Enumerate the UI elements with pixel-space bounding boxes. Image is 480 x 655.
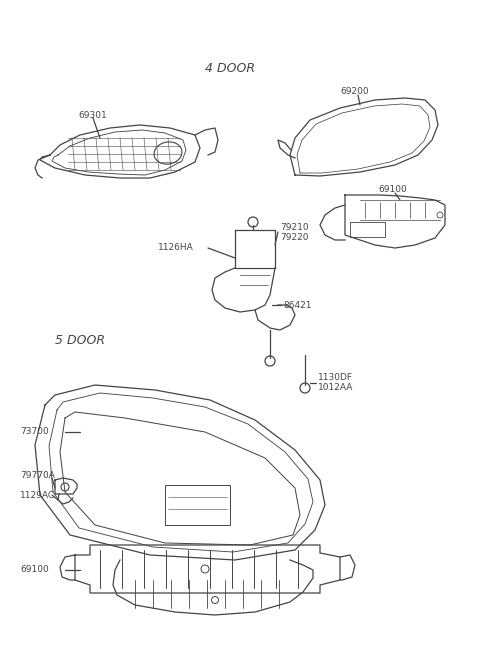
Text: 73700: 73700	[20, 428, 49, 436]
Bar	[350, 222, 385, 237]
Text: 1012AA: 1012AA	[318, 383, 353, 392]
Text: 86421: 86421	[283, 301, 312, 310]
Bar	[165, 485, 230, 525]
Text: 79770A: 79770A	[20, 470, 55, 479]
Text: 1126HA: 1126HA	[158, 244, 194, 252]
Text: 79220: 79220	[280, 233, 309, 242]
Text: 4 DOOR: 4 DOOR	[205, 62, 255, 75]
Text: 1129AC: 1129AC	[20, 491, 55, 500]
Text: 69301: 69301	[78, 111, 107, 119]
Text: 69100: 69100	[20, 565, 49, 574]
Text: 1130DF: 1130DF	[318, 373, 353, 383]
Text: 69200: 69200	[340, 88, 369, 96]
Text: 79210: 79210	[280, 223, 309, 233]
Text: 5 DOOR: 5 DOOR	[55, 333, 105, 346]
Text: 69100: 69100	[378, 185, 407, 195]
